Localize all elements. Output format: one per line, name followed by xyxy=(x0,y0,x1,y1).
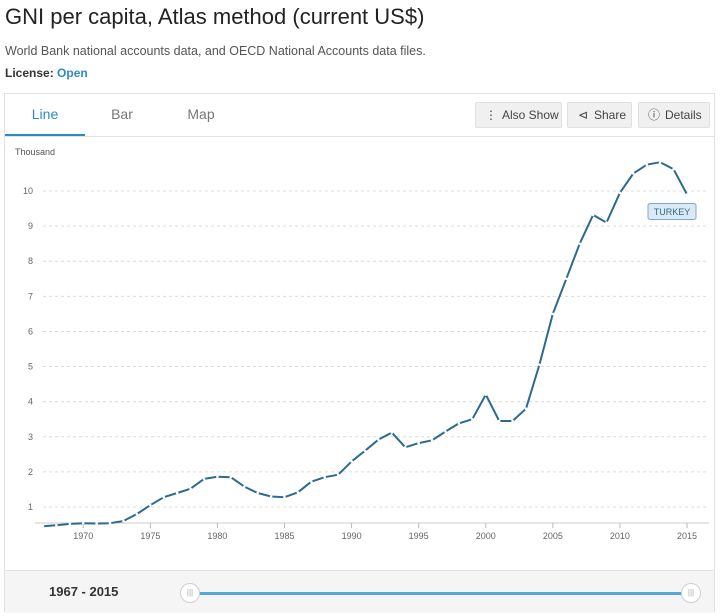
x-tick-label-2005: 2005 xyxy=(543,531,563,541)
data-point-2003 xyxy=(524,407,528,410)
range-footer: 1967 - 2015 ||| ||| xyxy=(5,570,714,613)
data-point-1989 xyxy=(336,473,340,476)
x-tick-label-1980: 1980 xyxy=(207,531,227,541)
tab-bar: Line Bar Map ⋮ Also Show ⊲ Share ⓘ Details xyxy=(5,94,714,137)
tab-map[interactable]: Map xyxy=(187,106,215,122)
data-point-2006 xyxy=(564,277,568,281)
data-point-1998 xyxy=(457,422,461,425)
details-label: Details xyxy=(665,108,702,122)
x-tick-label-1970: 1970 xyxy=(73,531,93,541)
data-point-1967 xyxy=(41,525,45,528)
series-label-box xyxy=(647,203,697,221)
y-tick-label-5: 5 xyxy=(28,362,33,372)
x-tick-label-1990: 1990 xyxy=(342,531,362,541)
y-tick-label-8: 8 xyxy=(28,256,33,266)
line-chart: Thousand 1 2 3 4 5 6 7 8 9 10 1970 1975 1980 1985 1990 1… xyxy=(15,147,709,541)
page-title: GNI per capita, Atlas method (current US… xyxy=(5,4,425,29)
data-point-1996 xyxy=(430,438,434,442)
data-point-1991 xyxy=(363,449,367,453)
data-point-1995 xyxy=(417,441,420,445)
data-point-1979 xyxy=(202,477,206,481)
data-point-1975 xyxy=(149,503,152,507)
range-slider-start-handle[interactable]: ||| xyxy=(180,583,200,603)
data-point-1974 xyxy=(135,512,139,516)
data-point-2009 xyxy=(605,221,608,224)
data-point-2007 xyxy=(578,242,581,245)
tab-line[interactable]: Line xyxy=(5,94,85,136)
license-label: License: xyxy=(5,66,54,80)
share-label: Share xyxy=(594,108,627,122)
data-point-2005 xyxy=(551,312,555,316)
data-point-1986 xyxy=(296,490,300,494)
y-tick-label-2: 2 xyxy=(28,467,33,477)
data-point-2010 xyxy=(618,191,622,195)
data-point-1999 xyxy=(471,417,474,421)
range-slider-track[interactable] xyxy=(189,592,690,595)
data-point-2008 xyxy=(591,213,595,217)
data-point-1972 xyxy=(108,521,112,525)
data-point-1993 xyxy=(390,431,394,434)
chart-panel: Line Bar Map ⋮ Also Show ⊲ Share ⓘ Details … xyxy=(4,93,715,613)
license-link[interactable]: Open xyxy=(57,66,88,80)
data-point-1983 xyxy=(256,491,259,495)
data-point-2015 xyxy=(685,193,689,196)
also-show-button[interactable]: ⋮ Also Show xyxy=(475,102,562,128)
data-point-1971 xyxy=(95,522,98,525)
data-point-1973 xyxy=(122,519,125,523)
details-button[interactable]: ⓘ Details xyxy=(638,102,710,128)
data-point-1981 xyxy=(229,475,233,479)
tab-bar-chart[interactable]: Bar xyxy=(111,106,133,122)
data-point-1976 xyxy=(162,495,166,499)
x-tick-label-1995: 1995 xyxy=(409,531,429,541)
series-label-turkey: TURKEY xyxy=(654,207,691,217)
data-point-1982 xyxy=(242,485,246,488)
data-point-2014 xyxy=(672,167,675,171)
data-point-1977 xyxy=(175,491,179,495)
data-point-1994 xyxy=(403,446,407,449)
x-tick-label-2010: 2010 xyxy=(610,531,630,541)
share-button[interactable]: ⊲ Share xyxy=(567,102,632,128)
y-tick-label-1: 1 xyxy=(28,502,33,512)
y-tick-label-3: 3 xyxy=(28,432,33,442)
data-point-1969 xyxy=(68,522,72,526)
vertical-dots-icon: ⋮ xyxy=(485,108,497,122)
share-icon: ⊲ xyxy=(577,108,589,122)
data-point-1984 xyxy=(269,495,273,498)
data-point-1988 xyxy=(323,475,327,479)
y-tick-label-9: 9 xyxy=(28,221,33,231)
data-point-1997 xyxy=(444,430,447,433)
data-point-2002 xyxy=(511,419,514,423)
x-tick-label-2000: 2000 xyxy=(476,531,496,541)
data-point-1992 xyxy=(377,438,380,441)
data-point-1990 xyxy=(350,460,353,463)
chart-area: Thousand 1 2 3 4 5 6 7 8 9 10 1970 1975 1980 1985 1990 1… xyxy=(5,137,714,574)
y-tick-label-10: 10 xyxy=(23,186,33,196)
x-tick-label-1975: 1975 xyxy=(140,531,160,541)
y-axis-label: Thousand xyxy=(15,147,55,157)
data-point-2013 xyxy=(658,160,662,164)
data-point-1980 xyxy=(216,475,219,479)
data-point-1987 xyxy=(310,480,313,484)
year-range-label: 1967 - 2015 xyxy=(49,584,119,599)
y-tick-label-6: 6 xyxy=(28,326,33,336)
also-show-label: Also Show xyxy=(502,108,559,122)
data-point-2012 xyxy=(645,163,649,166)
data-point-1978 xyxy=(189,487,192,491)
range-slider-end-handle[interactable]: ||| xyxy=(681,583,701,603)
data-point-1985 xyxy=(283,495,286,499)
info-icon: ⓘ xyxy=(647,108,660,122)
source-note: World Bank national accounts data, and O… xyxy=(5,44,426,58)
x-tick-label-2015: 2015 xyxy=(677,531,697,541)
data-point-2000 xyxy=(484,393,488,396)
data-point-2001 xyxy=(497,419,501,423)
x-tick-label-1985: 1985 xyxy=(274,531,294,541)
y-tick-label-7: 7 xyxy=(28,291,33,301)
data-point-1970 xyxy=(81,521,85,525)
license-line: License: Open xyxy=(5,66,88,80)
data-point-2004 xyxy=(538,363,541,367)
y-tick-label-4: 4 xyxy=(28,397,33,407)
data-point-1968 xyxy=(55,523,58,527)
data-point-2011 xyxy=(632,172,635,175)
